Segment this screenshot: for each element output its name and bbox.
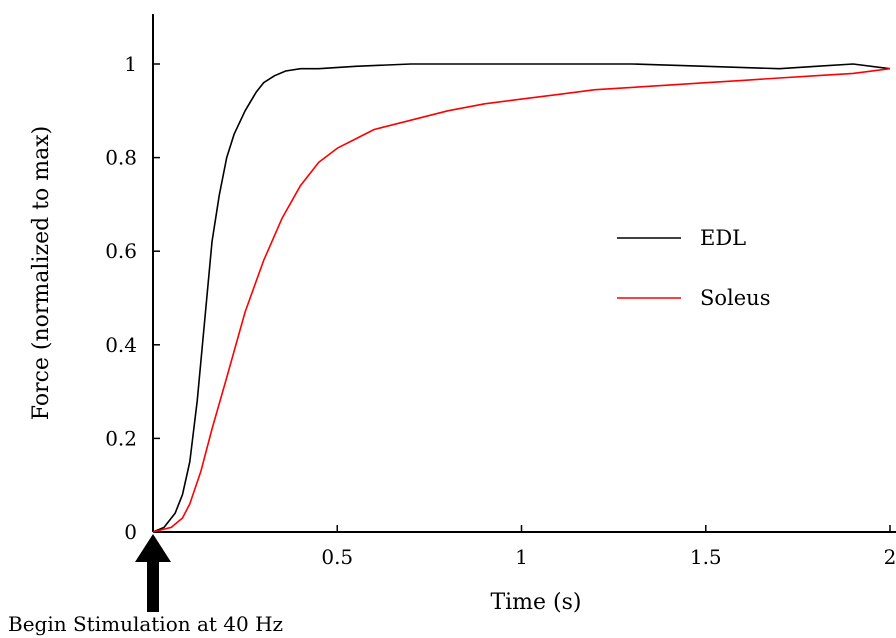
- y-tick-label: 0.6: [105, 239, 137, 263]
- y-tick-label: 0.8: [105, 146, 137, 170]
- x-tick-label: 0.5: [321, 545, 353, 569]
- legend: EDL Soleus: [617, 226, 770, 310]
- y-tick-label: 1: [124, 52, 137, 76]
- y-tick-label: 0: [124, 520, 137, 544]
- y-axis-title: Force (normalized to max): [29, 126, 54, 420]
- y-ticks: 0 0.2 0.4 0.6 0.8 1: [105, 52, 160, 544]
- arrow-up-icon: [135, 534, 171, 612]
- legend-label-edl: EDL: [700, 226, 746, 250]
- y-tick-label: 0.2: [105, 426, 137, 450]
- stimulation-annotation: Begin Stimulation at 40 Hz: [8, 612, 283, 636]
- stimulus-marker: Begin Stimulation at 40 Hz: [8, 534, 283, 636]
- x-tick-label: 1: [515, 545, 528, 569]
- y-tick-label: 0.4: [105, 333, 137, 357]
- legend-label-soleus: Soleus: [700, 286, 770, 310]
- x-tick-label: 2: [884, 545, 896, 569]
- x-tick-label: 1.5: [690, 545, 722, 569]
- x-ticks: 0.5 1 1.5 2: [321, 525, 896, 569]
- series-line-edl: [152, 63, 891, 533]
- x-axis-title: Time (s): [490, 590, 581, 615]
- series-line-soleus: [152, 67, 891, 533]
- series-layer: [152, 63, 891, 533]
